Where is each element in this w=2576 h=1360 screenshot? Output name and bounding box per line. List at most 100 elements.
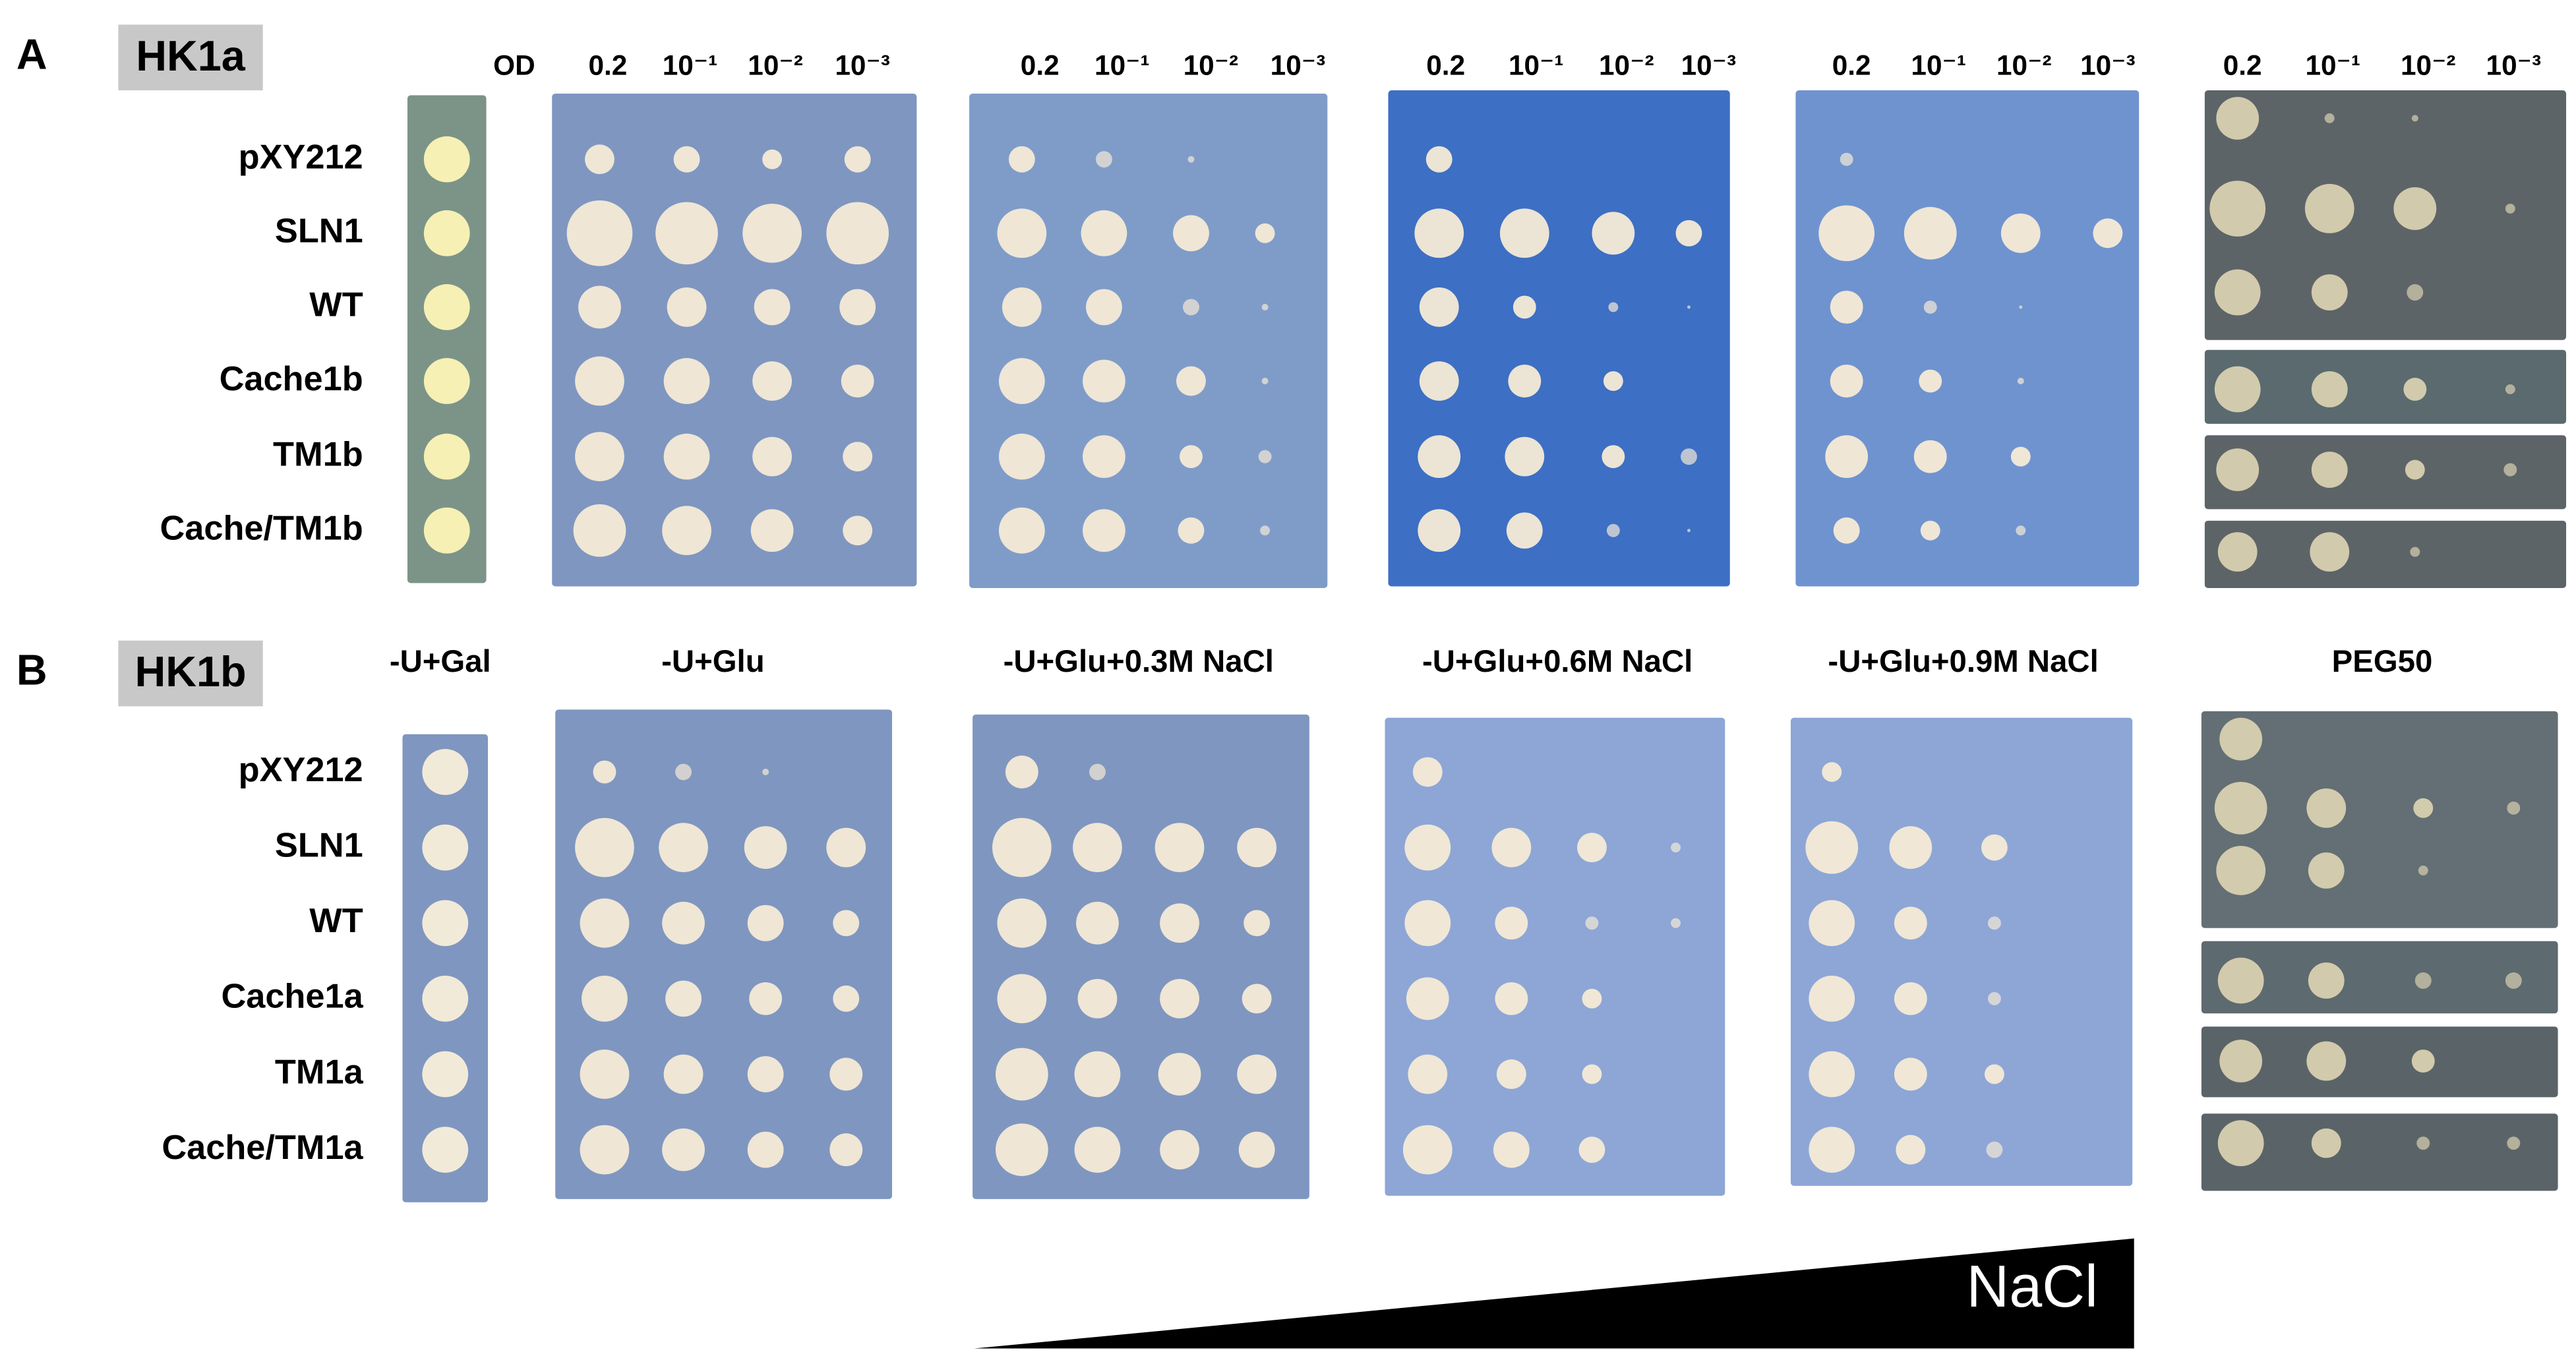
gradient-label: NaCl bbox=[1967, 1254, 2098, 1320]
colony-spot bbox=[742, 203, 802, 263]
od-spot bbox=[423, 507, 470, 554]
colony-spot bbox=[2310, 532, 2350, 572]
strain-label: Cache/TM1b bbox=[160, 510, 363, 548]
colony-spot bbox=[1402, 1125, 1453, 1175]
colony-spot bbox=[1081, 210, 1127, 256]
colony-spot bbox=[2000, 213, 2041, 253]
colony-spot bbox=[833, 985, 860, 1012]
dilution-header: 10⁻¹ bbox=[663, 49, 718, 80]
dilution-header: 10⁻² bbox=[748, 49, 803, 80]
od-spot bbox=[422, 900, 469, 947]
colony-spot bbox=[1074, 1051, 1121, 1098]
colony-spot bbox=[2410, 547, 2420, 557]
colony-spot bbox=[1083, 435, 1125, 479]
colony-spot bbox=[1809, 1127, 1855, 1173]
od-spot bbox=[423, 433, 470, 480]
colony-spot bbox=[1404, 900, 1451, 947]
colony-spot bbox=[2507, 801, 2521, 815]
colony-spot bbox=[1923, 300, 1937, 314]
colony-spot bbox=[839, 289, 876, 326]
panel-label: B bbox=[16, 646, 47, 694]
dilution-header: 10⁻² bbox=[1183, 49, 1239, 80]
plate bbox=[2204, 520, 2567, 588]
colony-spot bbox=[575, 817, 634, 877]
colony-spot bbox=[1687, 529, 1691, 533]
colony-spot bbox=[2017, 378, 2024, 385]
colony-spot bbox=[2304, 184, 2354, 233]
colony-spot bbox=[2311, 371, 2348, 407]
colony-spot bbox=[580, 898, 630, 948]
colony-spot bbox=[826, 202, 889, 265]
colony-spot bbox=[1920, 520, 1940, 541]
dilution-header: 10⁻² bbox=[2401, 49, 2456, 80]
colony-spot bbox=[1176, 366, 1206, 396]
colony-spot bbox=[1089, 763, 1106, 781]
colony-spot bbox=[2414, 972, 2432, 989]
colony-spot bbox=[1404, 824, 1451, 871]
plate bbox=[2204, 349, 2567, 424]
colony-spot bbox=[662, 901, 705, 945]
colony-spot bbox=[2413, 798, 2434, 818]
dilution-header: 0.2 bbox=[1021, 49, 1060, 80]
colony-spot bbox=[1238, 1131, 1275, 1168]
colony-spot bbox=[1687, 305, 1691, 309]
colony-spot bbox=[2217, 532, 2258, 572]
colony-spot bbox=[1002, 287, 1042, 327]
colony-spot bbox=[995, 1123, 1048, 1176]
plate bbox=[1790, 717, 2133, 1186]
construct-label: HK1b bbox=[135, 647, 246, 695]
od-spot bbox=[423, 210, 470, 256]
colony-spot bbox=[1675, 220, 1702, 247]
colony-spot bbox=[582, 975, 628, 1022]
plate bbox=[1385, 717, 1725, 1196]
colony-spot bbox=[2507, 1137, 2521, 1150]
dilution-header: 10⁻¹ bbox=[2305, 49, 2360, 80]
strain-label: TM1a bbox=[275, 1053, 364, 1091]
construct-highlight bbox=[118, 24, 263, 91]
colony-spot bbox=[659, 823, 708, 873]
colony-spot bbox=[1578, 1137, 1605, 1164]
colony-spot bbox=[1074, 1127, 1121, 1173]
colony-spot bbox=[1508, 365, 1542, 398]
colony-spot bbox=[655, 202, 718, 265]
colony-spot bbox=[1592, 212, 1635, 255]
colony-spot bbox=[662, 1128, 705, 1171]
colony-spot bbox=[1903, 206, 1957, 260]
colony-spot bbox=[2217, 1120, 2264, 1166]
colony-spot bbox=[1261, 303, 1269, 310]
strain-label: Cache1a bbox=[221, 978, 363, 1016]
dilution-header: 0.2 bbox=[1832, 49, 1871, 80]
colony-spot bbox=[752, 436, 793, 477]
colony-spot bbox=[1506, 512, 1543, 549]
colony-spot bbox=[673, 146, 700, 173]
colony-spot bbox=[1981, 834, 2008, 861]
colony-spot bbox=[1822, 762, 1842, 782]
colony-spot bbox=[2214, 366, 2261, 413]
colony-spot bbox=[1896, 1135, 1926, 1165]
od-spot bbox=[422, 824, 469, 871]
colony-spot bbox=[1608, 302, 1619, 312]
od-spot bbox=[422, 1051, 469, 1098]
construct-highlight bbox=[118, 640, 263, 707]
colony-spot bbox=[1894, 982, 1927, 1015]
colony-spot bbox=[1077, 978, 1118, 1019]
condition-label: PEG50 bbox=[2332, 644, 2433, 679]
colony-spot bbox=[744, 826, 787, 870]
dilution-header: 10⁻³ bbox=[835, 49, 890, 80]
colony-spot bbox=[1840, 152, 1853, 166]
colony-spot bbox=[575, 432, 624, 482]
colony-spot bbox=[665, 980, 702, 1017]
strain-label: Cache1b bbox=[220, 360, 363, 398]
colony-spot bbox=[578, 285, 621, 329]
colony-spot bbox=[2505, 384, 2515, 394]
colony-spot bbox=[1585, 916, 1599, 930]
strain-label: pXY212 bbox=[239, 751, 363, 789]
colony-spot bbox=[2311, 452, 2348, 488]
colony-spot bbox=[1237, 827, 1277, 868]
colony-spot bbox=[1833, 517, 1860, 544]
colony-spot bbox=[566, 200, 633, 266]
colony-spot bbox=[998, 358, 1045, 404]
colony-spot bbox=[2503, 463, 2517, 477]
